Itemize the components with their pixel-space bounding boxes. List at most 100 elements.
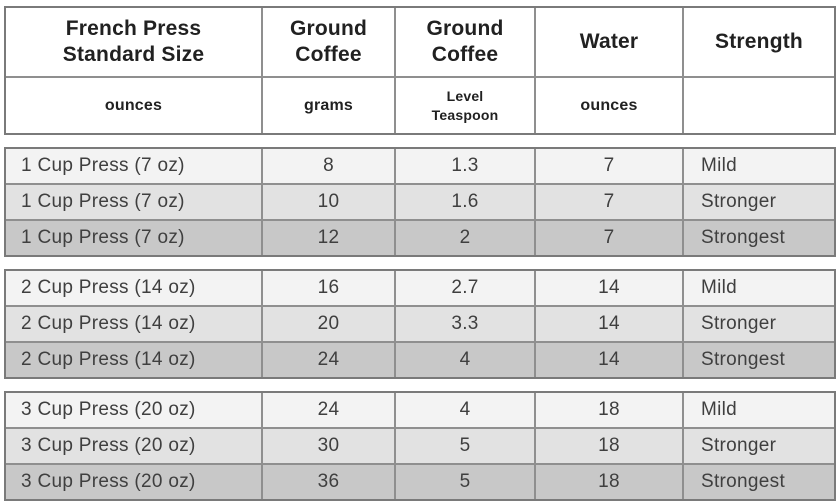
cell-ground-coffee-teaspoon: 1.3 (396, 149, 536, 183)
cell-ground-coffee-grams: 10 (263, 185, 396, 219)
cell-water-ounces: 14 (536, 343, 684, 377)
teaspoon-value: 5 (459, 471, 471, 492)
grams-value: 24 (317, 349, 340, 370)
column-header-label: Ground Coffee (426, 16, 504, 66)
cell-press-size: 1 Cup Press (7 oz) (6, 221, 263, 255)
subheader-cell-ounces: ounces (6, 78, 263, 133)
group-divider (4, 135, 836, 147)
strength-value: Stronger (701, 313, 777, 334)
subheader-cell-level-teaspoon: Level Teaspoon (396, 78, 536, 133)
teaspoon-value: 1.3 (451, 155, 479, 176)
strength-value: Mild (701, 399, 738, 420)
press-size-value: 3 Cup Press (20 oz) (21, 435, 196, 456)
table-group-2-cup: 2 Cup Press (14 oz) 16 2.7 14 Mild 2 Cup… (4, 269, 836, 379)
press-size-value: 3 Cup Press (20 oz) (21, 399, 196, 420)
water-value: 7 (603, 191, 615, 212)
cell-ground-coffee-teaspoon: 1.6 (396, 185, 536, 219)
cell-press-size: 3 Cup Press (20 oz) (6, 393, 263, 427)
column-header-label: Water (579, 29, 639, 53)
grams-value: 36 (317, 471, 340, 492)
column-header-label: Strength (715, 29, 803, 53)
cell-ground-coffee-teaspoon: 5 (396, 465, 536, 499)
cell-water-ounces: 18 (536, 429, 684, 463)
teaspoon-value: 3.3 (451, 313, 479, 334)
cell-ground-coffee-teaspoon: 2 (396, 221, 536, 255)
table-row: 1 Cup Press (7 oz) 8 1.3 7 Mild (6, 149, 834, 183)
cell-ground-coffee-teaspoon: 5 (396, 429, 536, 463)
water-value: 18 (598, 435, 620, 456)
cell-ground-coffee-grams: 8 (263, 149, 396, 183)
cell-water-ounces: 18 (536, 465, 684, 499)
cell-water-ounces: 7 (536, 221, 684, 255)
cell-strength: Stronger (684, 185, 834, 219)
cell-ground-coffee-grams: 12 (263, 221, 396, 255)
group-divider (4, 379, 836, 391)
header-cell-press-size: French Press Standard Size (6, 8, 263, 76)
table-row: 2 Cup Press (14 oz) 24 4 14 Strongest (6, 341, 834, 377)
grams-value: 24 (317, 399, 340, 420)
header-row: French Press Standard Size Ground Coffee… (6, 8, 834, 76)
cell-strength: Strongest (684, 221, 834, 255)
cell-ground-coffee-grams: 24 (263, 343, 396, 377)
water-value: 14 (598, 313, 620, 334)
cell-ground-coffee-grams: 24 (263, 393, 396, 427)
group-divider (4, 257, 836, 269)
strength-value: Strongest (701, 349, 786, 370)
table-row: 3 Cup Press (20 oz) 30 5 18 Stronger (6, 427, 834, 463)
grams-value: 12 (317, 227, 340, 248)
table-group-1-cup: 1 Cup Press (7 oz) 8 1.3 7 Mild 1 Cup Pr… (4, 147, 836, 257)
cell-strength: Strongest (684, 465, 834, 499)
strength-value: Stronger (701, 435, 777, 456)
water-value: 18 (598, 399, 620, 420)
cell-ground-coffee-teaspoon: 2.7 (396, 271, 536, 305)
header-cell-strength: Strength (684, 8, 834, 76)
cell-water-ounces: 18 (536, 393, 684, 427)
strength-value: Strongest (701, 227, 786, 248)
cell-press-size: 3 Cup Press (20 oz) (6, 465, 263, 499)
grams-value: 30 (317, 435, 340, 456)
cell-ground-coffee-grams: 36 (263, 465, 396, 499)
cell-strength: Mild (684, 149, 834, 183)
header-cell-water: Water (536, 8, 684, 76)
column-unit-label: Level Teaspoon (431, 88, 499, 123)
cell-strength: Strongest (684, 343, 834, 377)
cell-ground-coffee-teaspoon: 3.3 (396, 307, 536, 341)
press-size-value: 2 Cup Press (14 oz) (21, 277, 196, 298)
grams-value: 16 (317, 277, 340, 298)
table-row: 2 Cup Press (14 oz) 20 3.3 14 Stronger (6, 305, 834, 341)
subheader-cell-strength-empty (684, 78, 834, 133)
table-row: 1 Cup Press (7 oz) 12 2 7 Strongest (6, 219, 834, 255)
water-value: 7 (603, 155, 615, 176)
strength-value: Stronger (701, 191, 777, 212)
water-value: 7 (603, 227, 615, 248)
cell-ground-coffee-teaspoon: 4 (396, 343, 536, 377)
cell-press-size: 2 Cup Press (14 oz) (6, 307, 263, 341)
teaspoon-value: 5 (459, 435, 471, 456)
water-value: 14 (598, 349, 620, 370)
press-size-value: 1 Cup Press (7 oz) (21, 191, 185, 212)
cell-ground-coffee-grams: 16 (263, 271, 396, 305)
column-unit-label: ounces (104, 96, 163, 114)
cell-ground-coffee-grams: 30 (263, 429, 396, 463)
grams-value: 8 (323, 155, 334, 176)
cell-press-size: 2 Cup Press (14 oz) (6, 271, 263, 305)
cell-press-size: 1 Cup Press (7 oz) (6, 149, 263, 183)
press-size-value: 1 Cup Press (7 oz) (21, 155, 185, 176)
cell-press-size: 2 Cup Press (14 oz) (6, 343, 263, 377)
header-cell-ground-coffee-teaspoon: Ground Coffee (396, 8, 536, 76)
cell-strength: Mild (684, 393, 834, 427)
subheader-cell-water-ounces: ounces (536, 78, 684, 133)
water-value: 14 (598, 277, 620, 298)
cell-ground-coffee-grams: 20 (263, 307, 396, 341)
teaspoon-value: 2 (459, 227, 471, 248)
cell-water-ounces: 14 (536, 271, 684, 305)
grams-value: 10 (317, 191, 340, 212)
table-row: 1 Cup Press (7 oz) 10 1.6 7 Stronger (6, 183, 834, 219)
column-header-label: Ground Coffee (289, 16, 368, 66)
press-size-value: 1 Cup Press (7 oz) (21, 227, 185, 248)
strength-value: Strongest (701, 471, 786, 492)
cell-press-size: 1 Cup Press (7 oz) (6, 185, 263, 219)
strength-value: Mild (701, 155, 738, 176)
cell-strength: Stronger (684, 429, 834, 463)
